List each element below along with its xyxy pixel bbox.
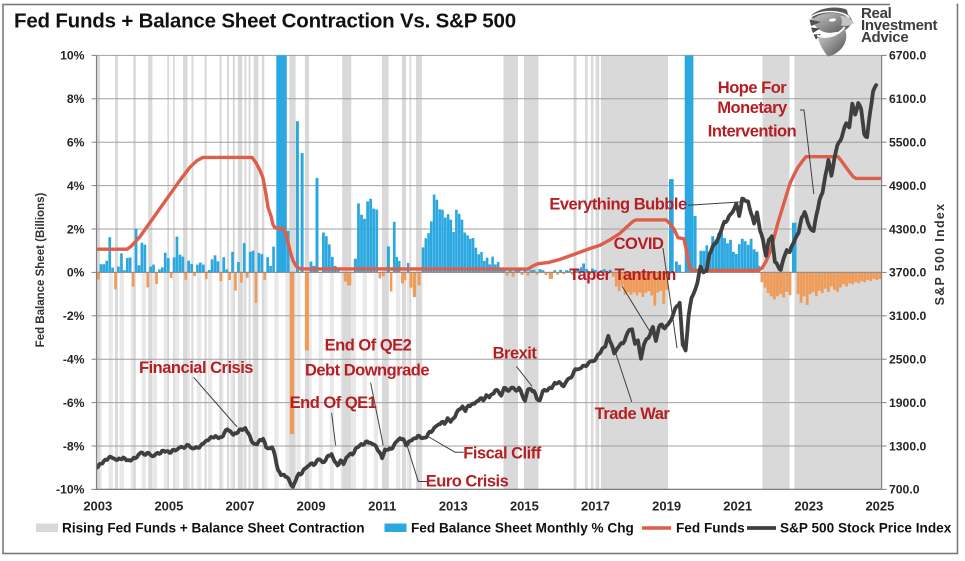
- svg-text:-8%: -8%: [63, 439, 85, 453]
- svg-text:Fiscal Cliff: Fiscal Cliff: [463, 445, 541, 463]
- svg-text:-6%: -6%: [63, 396, 85, 410]
- svg-text:Fed Balance Sheet Monthly % Ch: Fed Balance Sheet Monthly % Chg: [411, 521, 634, 536]
- svg-text:0%: 0%: [67, 266, 85, 280]
- svg-text:Everything Bubble: Everything Bubble: [549, 196, 687, 214]
- svg-text:8%: 8%: [67, 92, 85, 106]
- svg-text:6700.0: 6700.0: [889, 49, 926, 63]
- svg-text:Investment: Investment: [861, 17, 937, 34]
- svg-text:2011: 2011: [368, 499, 396, 514]
- svg-text:2013: 2013: [439, 499, 468, 514]
- svg-text:Monetary: Monetary: [717, 99, 788, 117]
- svg-text:4300.0: 4300.0: [889, 222, 926, 236]
- svg-text:-4%: -4%: [63, 353, 85, 367]
- svg-text:2%: 2%: [67, 222, 85, 236]
- svg-text:2007: 2007: [226, 499, 255, 514]
- svg-text:End Of QE2: End Of QE2: [325, 337, 412, 355]
- svg-text:COVID: COVID: [614, 235, 664, 253]
- svg-text:2003: 2003: [83, 499, 112, 514]
- svg-text:1900.0: 1900.0: [889, 396, 926, 410]
- svg-text:3700.0: 3700.0: [889, 266, 926, 280]
- svg-text:6%: 6%: [67, 136, 85, 150]
- svg-text:2009: 2009: [297, 499, 326, 514]
- svg-text:Hope For: Hope For: [718, 79, 787, 97]
- svg-text:2005: 2005: [154, 499, 183, 514]
- svg-text:Taper Tantrum: Taper Tantrum: [569, 266, 676, 284]
- svg-text:Brexit: Brexit: [493, 344, 538, 362]
- svg-text:Fed Funds: Fed Funds: [676, 521, 745, 536]
- svg-text:5500.0: 5500.0: [889, 136, 926, 150]
- svg-text:Real: Real: [861, 5, 892, 22]
- svg-text:Intervention: Intervention: [708, 123, 797, 141]
- svg-text:Financial Crisis: Financial Crisis: [139, 359, 253, 377]
- svg-text:2015: 2015: [510, 499, 539, 514]
- svg-text:4%: 4%: [67, 179, 85, 193]
- svg-text:-10%: -10%: [56, 483, 85, 497]
- svg-text:Fed Funds + Balance Sheet Cont: Fed Funds + Balance Sheet Contraction Vs…: [14, 10, 516, 33]
- svg-text:6100.0: 6100.0: [889, 92, 926, 106]
- svg-text:Debt Downgrade: Debt Downgrade: [305, 362, 429, 380]
- svg-text:2017: 2017: [581, 499, 610, 514]
- svg-text:Trade War: Trade War: [595, 405, 671, 423]
- svg-text:2025: 2025: [865, 499, 894, 514]
- svg-text:S&P 500 Index: S&P 500 Index: [933, 203, 947, 306]
- svg-text:-2%: -2%: [63, 309, 85, 323]
- svg-text:Advice: Advice: [861, 29, 908, 46]
- svg-text:700.0: 700.0: [889, 483, 920, 497]
- svg-text:3100.0: 3100.0: [889, 309, 926, 323]
- svg-text:4900.0: 4900.0: [889, 179, 926, 193]
- svg-text:Rising Fed Funds + Balance She: Rising Fed Funds + Balance Sheet Contrac…: [62, 521, 365, 536]
- svg-text:1300.0: 1300.0: [889, 439, 926, 453]
- svg-text:Euro Crisis: Euro Crisis: [426, 473, 509, 491]
- svg-text:2500.0: 2500.0: [889, 353, 926, 367]
- svg-text:Fed Balance Sheet (Billions): Fed Balance Sheet (Billions): [35, 193, 47, 348]
- svg-text:End Of QE1: End Of QE1: [290, 394, 377, 412]
- svg-text:10%: 10%: [60, 49, 85, 63]
- svg-text:2023: 2023: [794, 499, 823, 514]
- svg-text:2019: 2019: [652, 499, 681, 514]
- svg-text:S&P 500 Stock Price Index: S&P 500 Stock Price Index: [780, 521, 952, 536]
- svg-text:2021: 2021: [723, 499, 752, 514]
